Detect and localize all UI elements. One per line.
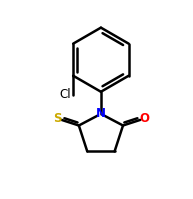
Text: Cl: Cl: [59, 88, 71, 101]
Text: N: N: [96, 107, 106, 120]
Text: O: O: [139, 112, 149, 125]
Text: S: S: [54, 112, 62, 125]
